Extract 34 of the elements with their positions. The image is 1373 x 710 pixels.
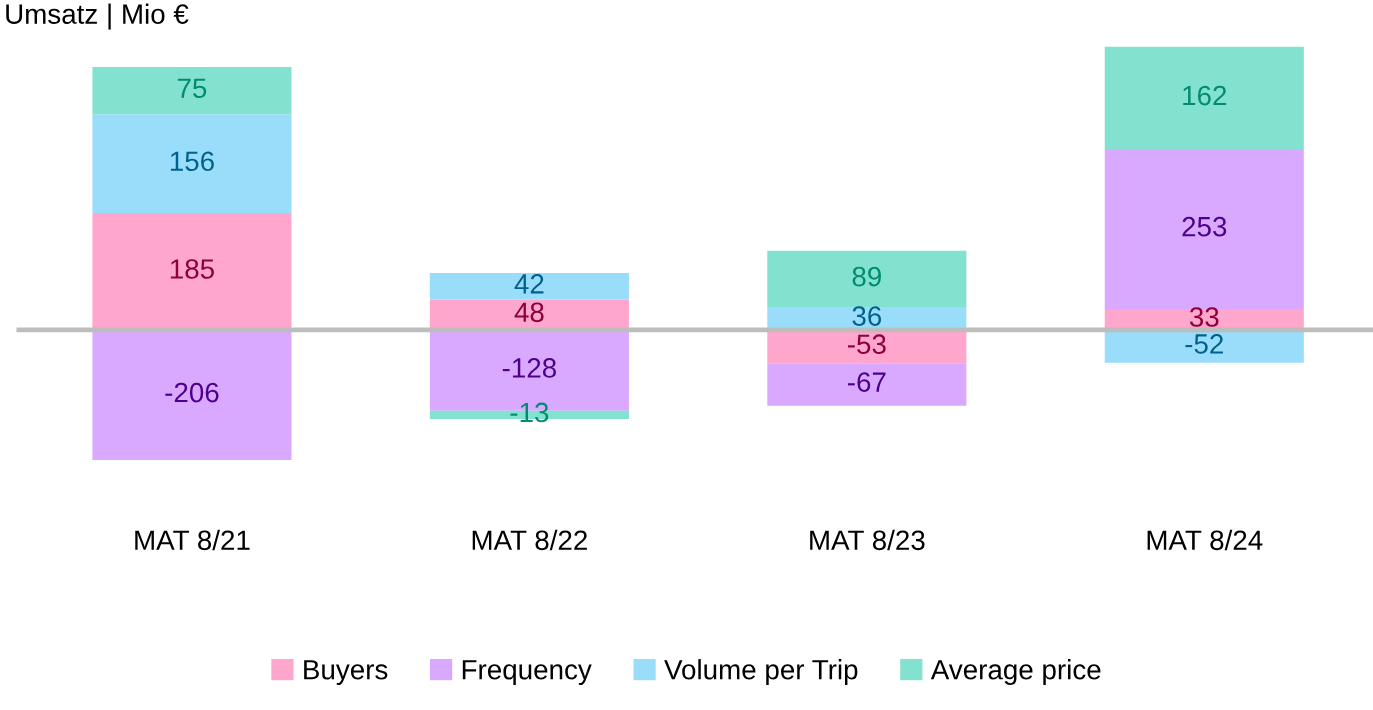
bar [767,363,967,406]
bar [92,212,292,330]
data-label: 185 [170,259,214,279]
legend-label: Frequency [462,660,592,685]
x-tick-label: MAT 8/23 [810,529,925,551]
x-tick-label: MAT 8/21 [135,529,250,551]
data-label: -128 [502,358,556,378]
x-tick-label: MAT 8/22 [472,529,587,551]
bar [92,114,292,213]
bar [1104,329,1304,363]
legend-label: Average price [930,659,1101,685]
data-label: 42 [514,274,544,294]
data-label: -53 [848,334,886,355]
x-tick-label: MAT 8/24 [1147,529,1263,551]
data-label: 89 [852,266,881,287]
bar [767,250,967,308]
data-label: -206 [165,382,219,403]
bar [1104,149,1304,309]
bar [92,66,292,115]
data-label: 162 [1183,85,1227,106]
data-label: 253 [1182,216,1227,237]
data-label: 75 [177,78,207,99]
data-label: 36 [852,306,882,326]
data-label: 33 [1189,307,1219,327]
bar [429,272,629,300]
data-label: -67 [848,372,886,392]
chart-title: Umsatz | Mio € [6,3,189,30]
data-label: 156 [170,151,214,172]
bar [1104,46,1304,150]
legend-label: Volume per Trip [664,659,858,685]
bar [92,329,292,461]
data-label: 48 [514,302,544,323]
data-label: -52 [1185,334,1223,354]
legend-label: Buyers [304,660,388,685]
